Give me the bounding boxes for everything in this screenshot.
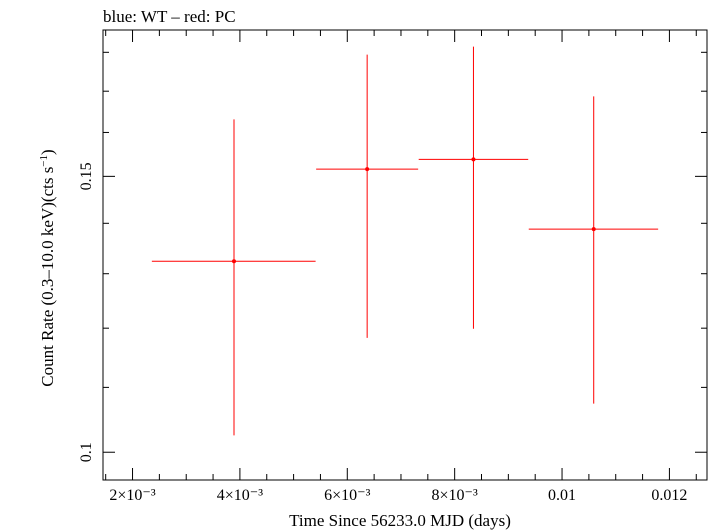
- data-points: [151, 46, 659, 436]
- y-tick-label: 0.15: [78, 162, 95, 190]
- x-tick-label: 8×10⁻³: [432, 487, 478, 504]
- data-point: [418, 46, 529, 329]
- data-point-marker: [591, 227, 596, 232]
- y-tick-label: 0.1: [78, 442, 95, 462]
- plot-frame: [102, 29, 708, 481]
- x-axis-label: Time Since 56233.0 MJD (days): [289, 511, 511, 530]
- x-tick-label: 4×10⁻³: [217, 487, 263, 504]
- x-tick-label: 0.01: [548, 487, 576, 504]
- data-point-marker: [471, 157, 476, 162]
- y-axis-label-exponent: −1: [38, 155, 50, 167]
- chart-title: blue: WT – red: PC: [103, 7, 236, 26]
- y-axis-label-close: ): [38, 149, 57, 155]
- axis-ticks: 2×10⁻³ 4×10⁻³ 6×10⁻³ 8×10⁻³ 0.01 0.012 0.1 0.15: [78, 30, 707, 504]
- data-point-marker: [232, 259, 237, 264]
- y-axis-label: Count Rate (0.3–10.0 keV)(cts s−1): [38, 149, 57, 386]
- y-axis-label-main: Count Rate (0.3–10.0 keV)(cts s: [38, 167, 57, 387]
- x-tick-label: 0.012: [651, 487, 687, 504]
- x-tick-label: 6×10⁻³: [324, 487, 370, 504]
- data-point-marker: [365, 167, 370, 172]
- x-tick-label: 2×10⁻³: [109, 487, 155, 504]
- data-point: [316, 54, 419, 338]
- data-point: [151, 119, 316, 436]
- data-point: [528, 96, 659, 404]
